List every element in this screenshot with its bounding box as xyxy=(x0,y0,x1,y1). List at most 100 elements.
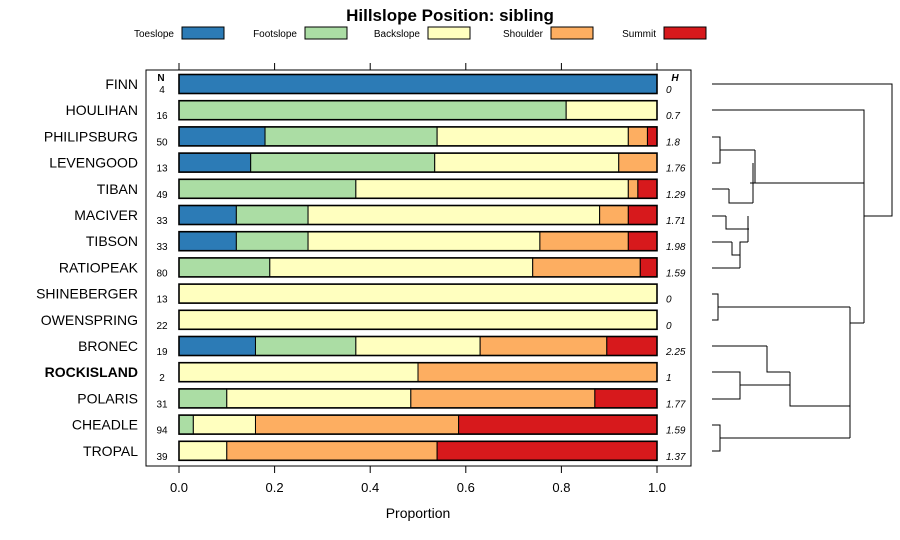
bar-segment-tiban-backslope xyxy=(355,178,629,199)
bar-outline-philipsburg xyxy=(178,126,658,147)
dendrogram-branch xyxy=(712,371,741,400)
x-axis-label: Proportion xyxy=(386,505,451,521)
h-label-tiban: 1.29 xyxy=(666,190,686,201)
h-label-houlihan: 0.7 xyxy=(666,111,680,122)
h-labels: 0 0.7 1.8 1.76 1.29 1.71 1.98 1.59 0 0 2.25 1 1.77 1.… xyxy=(665,85,686,463)
legend-label-backslope: Backslope xyxy=(374,29,421,40)
bar-outline-polaris xyxy=(178,388,658,409)
n-label-tiban: 49 xyxy=(156,190,168,201)
bar-segment-levengood-footslope xyxy=(250,152,436,173)
row-label-bronec: BRONEC xyxy=(78,338,138,354)
chart-title: Hillslope Position: sibling xyxy=(346,6,554,25)
bar-segment-levengood-toeslope xyxy=(178,152,252,173)
row-labels: FINN HOULIHAN PHILIPSBURG LEVENGOOD TIBAN MAC… xyxy=(36,76,139,459)
n-label-bronec: 19 xyxy=(156,347,168,358)
bar-outline-ratiopeak xyxy=(178,257,658,278)
bar-segment-philipsburg-summit xyxy=(646,126,658,147)
bar-outline-tiban xyxy=(178,178,658,200)
row-label-houlihan: HOULIHAN xyxy=(66,102,138,118)
row-label-levengood: LEVENGOOD xyxy=(49,155,138,171)
bar-segment-ratiopeak-backslope xyxy=(269,257,534,278)
bar-outline-levengood xyxy=(178,152,658,173)
legend-label-shoulder: Shoulder xyxy=(503,29,544,40)
dendrogram-branch xyxy=(731,242,740,256)
dendrogram xyxy=(712,83,893,452)
h-label-shineberger: 0 xyxy=(666,295,672,306)
dendrogram-branch xyxy=(712,109,865,323)
dendrogram-branch xyxy=(728,189,753,204)
h-column-header: H xyxy=(671,73,679,84)
row-label-tibson: TIBSON xyxy=(86,233,138,249)
h-label-finn: 0 xyxy=(666,85,672,96)
bar-segment-ratiopeak-footslope xyxy=(178,257,271,278)
h-label-ratiopeak: 1.59 xyxy=(666,268,686,279)
bar-segment-tiban-shoulder xyxy=(627,178,639,199)
bar-segment-polaris-summit xyxy=(594,388,658,409)
bar-segment-shineberger-backslope xyxy=(178,283,658,304)
row-label-cheadle: CHEADLE xyxy=(72,417,138,433)
legend: Toeslope Footslope Backslope Shoulder Summit xyxy=(134,26,707,40)
bar-segment-bronec-shoulder xyxy=(479,336,608,356)
bar-segment-bronec-summit xyxy=(606,336,658,356)
bar-segment-tibson-footslope xyxy=(235,231,309,252)
bar-segment-ratiopeak-shoulder xyxy=(532,257,641,278)
legend-label-toeslope: Toeslope xyxy=(134,29,174,40)
row-label-rockisland: ROCKISLAND xyxy=(45,364,138,380)
n-label-owenspring: 22 xyxy=(156,321,168,332)
h-label-philipsburg: 1.8 xyxy=(666,137,680,148)
bar-segment-houlihan-backslope xyxy=(565,100,658,121)
bar-outline-finn xyxy=(178,73,658,95)
h-label-owenspring: 0 xyxy=(666,321,672,332)
n-label-ratiopeak: 80 xyxy=(156,268,168,279)
bar-segment-cheadle-shoulder xyxy=(254,414,460,435)
n-label-polaris: 31 xyxy=(156,399,168,410)
x-tick-label: 0.6 xyxy=(457,480,475,495)
bar-segment-cheadle-backslope xyxy=(192,414,256,435)
bar-segment-houlihan-footslope xyxy=(178,100,567,121)
bar-segment-maciver-toeslope xyxy=(178,205,237,225)
bar-segment-ratiopeak-summit xyxy=(639,257,658,278)
bar-segment-maciver-footslope xyxy=(235,205,309,225)
bar-segment-tropal-backslope xyxy=(178,440,228,461)
bar-segment-owenspring-backslope xyxy=(178,309,658,330)
n-label-rockisland: 2 xyxy=(159,373,165,384)
dendrogram-branch xyxy=(766,346,790,373)
bar-outline-tibson xyxy=(178,230,658,252)
bar-segment-philipsburg-shoulder xyxy=(627,126,648,147)
bars xyxy=(178,73,658,462)
bar-segment-levengood-shoulder xyxy=(618,152,658,173)
n-label-finn: 4 xyxy=(159,85,165,96)
bar-outline-bronec xyxy=(178,335,658,357)
bar-outline-tropal xyxy=(178,440,658,462)
bar-segment-cheadle-summit xyxy=(458,414,658,435)
n-label-philipsburg: 50 xyxy=(156,137,168,148)
bar-segment-bronec-footslope xyxy=(254,336,357,356)
n-label-levengood: 13 xyxy=(156,164,168,175)
bar-outline-owenspring xyxy=(178,309,658,331)
row-label-tropal: TROPAL xyxy=(83,443,138,459)
row-label-polaris: POLARIS xyxy=(77,390,138,406)
h-label-maciver: 1.71 xyxy=(666,216,685,227)
bar-segment-philipsburg-backslope xyxy=(436,126,629,147)
n-label-maciver: 33 xyxy=(156,216,168,227)
dendrogram-branch xyxy=(712,293,719,321)
legend-label-footslope: Footslope xyxy=(253,29,297,40)
n-label-shineberger: 13 xyxy=(156,295,168,306)
h-label-cheadle: 1.59 xyxy=(666,426,686,437)
bar-segment-maciver-shoulder xyxy=(599,205,629,225)
legend-label-summit: Summit xyxy=(622,29,656,40)
bar-segment-levengood-backslope xyxy=(434,152,620,173)
row-label-ratiopeak: RATIOPEAK xyxy=(59,259,139,275)
row-label-tiban: TIBAN xyxy=(97,181,138,197)
bar-outline-rockisland xyxy=(178,361,658,383)
bar-segment-tibson-toeslope xyxy=(178,231,237,252)
dendrogram-branch xyxy=(712,83,893,217)
n-label-tibson: 33 xyxy=(156,242,168,253)
x-tick-label: 0.4 xyxy=(361,480,379,495)
bar-outline-cheadle xyxy=(178,414,658,435)
h-label-tropal: 1.37 xyxy=(666,452,686,463)
legend-swatch-toeslope xyxy=(181,26,225,40)
bar-segment-tibson-backslope xyxy=(307,231,541,252)
bar-segment-bronec-backslope xyxy=(355,336,481,356)
dendrogram-branch xyxy=(725,216,749,230)
